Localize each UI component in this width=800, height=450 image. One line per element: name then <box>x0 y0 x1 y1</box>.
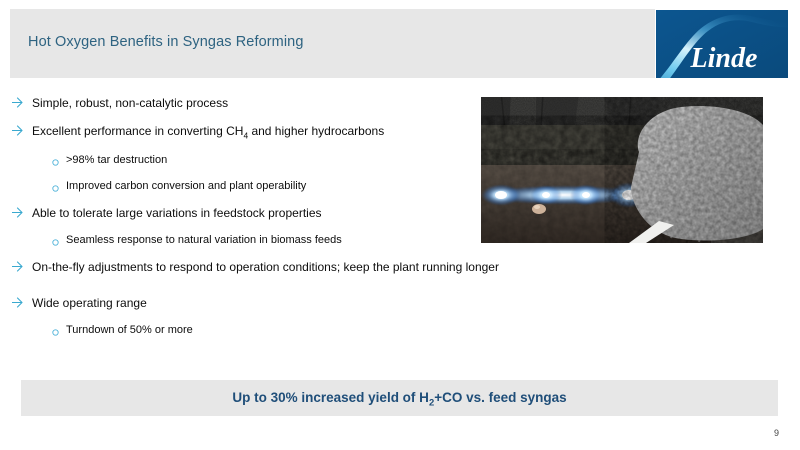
svg-text:Linde: Linde <box>690 43 758 74</box>
